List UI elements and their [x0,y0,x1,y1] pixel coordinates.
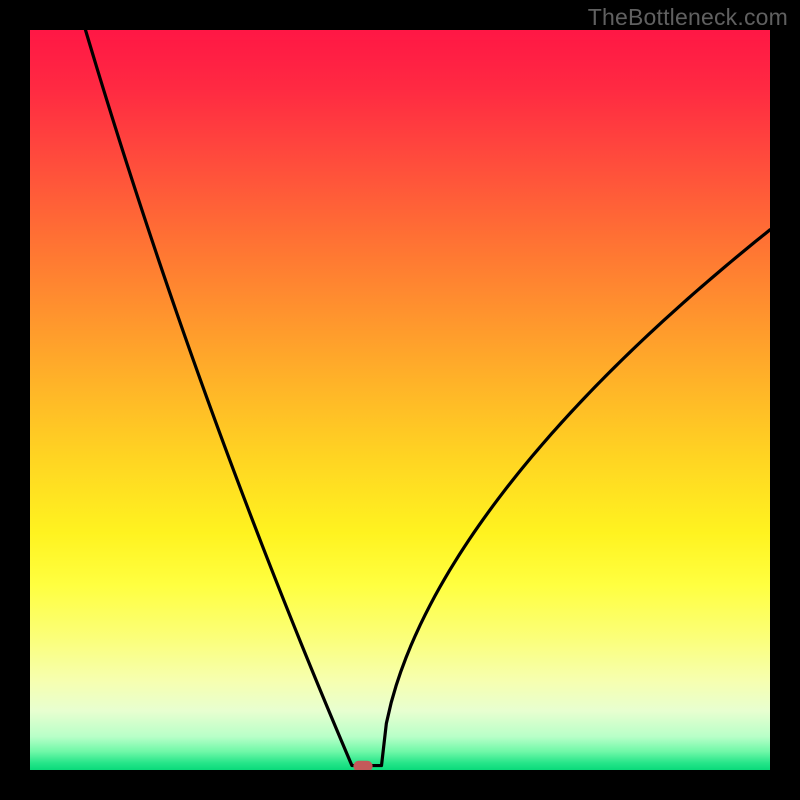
chart-background [30,30,770,770]
chart-container: { "watermark": { "text": "TheBottleneck.… [0,0,800,800]
watermark-text: TheBottleneck.com [588,4,788,31]
bottleneck-chart [0,0,800,800]
